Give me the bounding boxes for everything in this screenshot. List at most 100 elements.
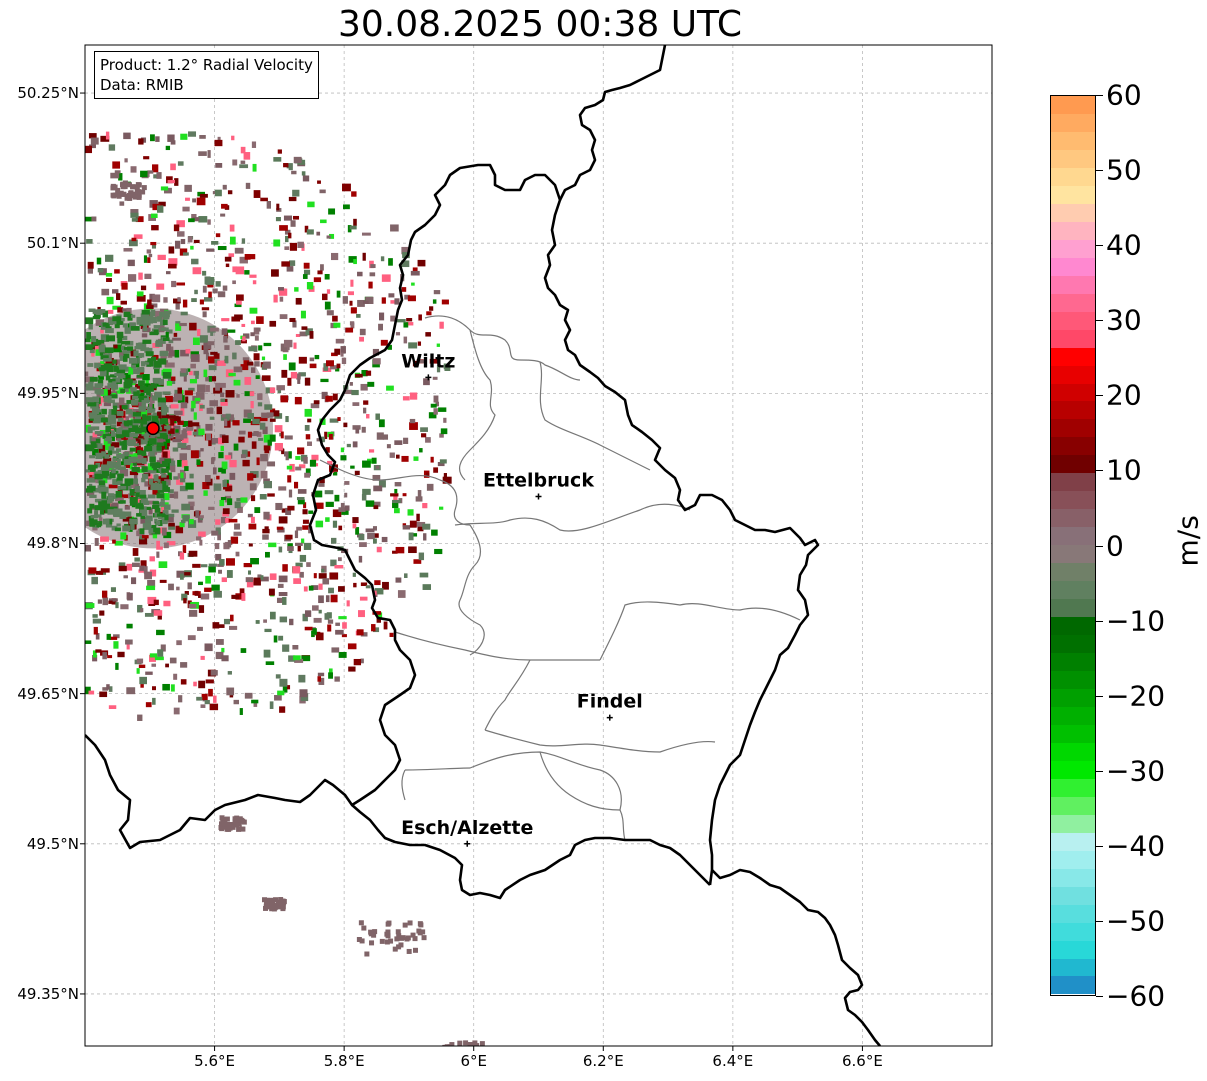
radar-echo-pixel — [306, 562, 311, 567]
radar-echo-pixel — [215, 651, 224, 660]
radar-echo-pixel — [361, 494, 367, 501]
radar-echo-pixel — [149, 556, 155, 562]
radar-echo-pixel — [249, 307, 258, 314]
radar-echo-pixel — [302, 509, 308, 515]
radar-echo-pixel — [208, 565, 216, 573]
radar-echo-pixel — [402, 525, 411, 530]
radar-echo-pixel — [167, 180, 175, 184]
radar-echo-pixel — [143, 318, 151, 326]
radar-echo-pixel — [99, 370, 107, 377]
radar-echo-pixel — [410, 932, 416, 938]
radar-echo-pixel — [124, 158, 128, 163]
radar-echo-pixel — [147, 494, 156, 499]
radar-echo-pixel — [169, 460, 176, 466]
radar-echo-pixel — [216, 475, 220, 480]
radar-echo-pixel — [179, 485, 188, 492]
radar-echo-pixel — [142, 473, 149, 480]
radar-echo-pixel — [179, 478, 186, 483]
radar-echo-pixel — [86, 385, 91, 391]
radar-echo-pixel — [108, 144, 116, 151]
radar-echo-pixel — [108, 462, 118, 469]
radar-echo-pixel — [219, 821, 225, 827]
colorbar-segment — [1051, 96, 1095, 114]
radar-echo-pixel — [299, 331, 308, 337]
radar-echo-pixel — [182, 420, 191, 427]
colorbar-segment — [1051, 167, 1095, 186]
radar-echo-pixel — [395, 577, 402, 583]
radar-echo-pixel — [228, 518, 238, 523]
radar-echo-pixel — [284, 451, 289, 457]
radar-echo-pixel — [266, 412, 274, 418]
radar-echo-pixel — [111, 525, 118, 531]
radar-echo-pixel — [331, 252, 339, 261]
radar-echo-pixel — [208, 438, 212, 447]
radar-echo-pixel — [250, 367, 256, 373]
radar-echo-pixel — [94, 514, 102, 518]
radar-echo-pixel — [101, 465, 110, 471]
radar-echo-pixel — [234, 303, 242, 308]
radar-echo-pixel — [175, 302, 180, 310]
radar-echo-pixel — [393, 495, 398, 503]
radar-echo-pixel — [103, 363, 113, 369]
radar-echo-pixel — [133, 443, 140, 447]
radar-echo-pixel — [159, 486, 167, 490]
radar-echo-pixel — [113, 634, 120, 639]
colorbar-segment — [1051, 527, 1095, 546]
radar-echo-pixel — [156, 540, 161, 547]
radar-echo-pixel — [123, 132, 131, 140]
radar-echo-pixel — [379, 938, 385, 944]
radar-echo-pixel — [355, 373, 363, 378]
radar-echo-pixel — [277, 387, 282, 394]
radar-echo-pixel — [152, 686, 156, 691]
radar-echo-pixel — [124, 327, 131, 334]
radar-echo-pixel — [230, 536, 239, 544]
radar-echo-pixel — [106, 296, 114, 305]
radar-echo-pixel — [436, 365, 441, 373]
radar-echo-pixel — [187, 495, 194, 499]
radar-echo-pixel — [180, 133, 188, 140]
radar-echo-pixel — [289, 317, 296, 322]
radar-echo-pixel — [297, 489, 307, 494]
radar-echo-pixel — [156, 446, 162, 451]
radar-echo-pixel — [85, 488, 94, 493]
radar-echo-pixel — [197, 626, 203, 631]
colorbar-tick-label: 0 — [1106, 529, 1124, 562]
radar-echo-pixel — [156, 493, 165, 499]
radar-echo-pixel — [294, 530, 299, 539]
radar-echo-pixel — [319, 477, 325, 484]
radar-echo-pixel — [313, 400, 320, 405]
radar-echo-pixel — [224, 345, 230, 350]
radar-echo-pixel — [145, 515, 153, 522]
radar-echo-pixel — [194, 399, 200, 404]
radar-echo-pixel — [190, 354, 200, 362]
radar-echo-pixel — [128, 427, 134, 433]
radar-echo-pixel — [120, 532, 127, 540]
radar-echo-pixel — [85, 397, 94, 405]
radar-echo-pixel — [133, 453, 142, 460]
radar-echo-pixel — [231, 594, 240, 599]
radar-echo-pixel — [390, 224, 399, 232]
radar-echo-pixel — [131, 577, 137, 585]
radar-echo-pixel — [254, 361, 260, 367]
radar-echo-pixel — [353, 582, 357, 588]
radar-echo-pixel — [113, 344, 118, 349]
radar-echo-pixel — [159, 311, 165, 317]
radar-echo-pixel — [294, 287, 299, 292]
radar-echo-pixel — [121, 345, 126, 351]
radar-echo-pixel — [95, 438, 101, 444]
radar-echo-pixel — [432, 376, 438, 380]
radar-echo-pixel — [278, 516, 288, 524]
radar-echo-pixel — [298, 674, 306, 683]
radar-echo-pixel — [112, 359, 117, 364]
radar-echo-pixel — [347, 643, 357, 650]
radar-echo-pixel — [276, 526, 284, 530]
lat-tick-label: 49.5°N — [26, 834, 79, 853]
radar-echo-pixel — [218, 569, 222, 574]
radar-echo-pixel — [131, 237, 137, 242]
radar-echo-pixel — [151, 445, 157, 452]
colorbar-segment — [1051, 617, 1095, 636]
radar-echo-pixel — [401, 455, 409, 462]
radar-echo-pixel — [137, 454, 144, 460]
radar-echo-pixel — [420, 427, 428, 432]
radar-echo-pixel — [304, 610, 312, 617]
